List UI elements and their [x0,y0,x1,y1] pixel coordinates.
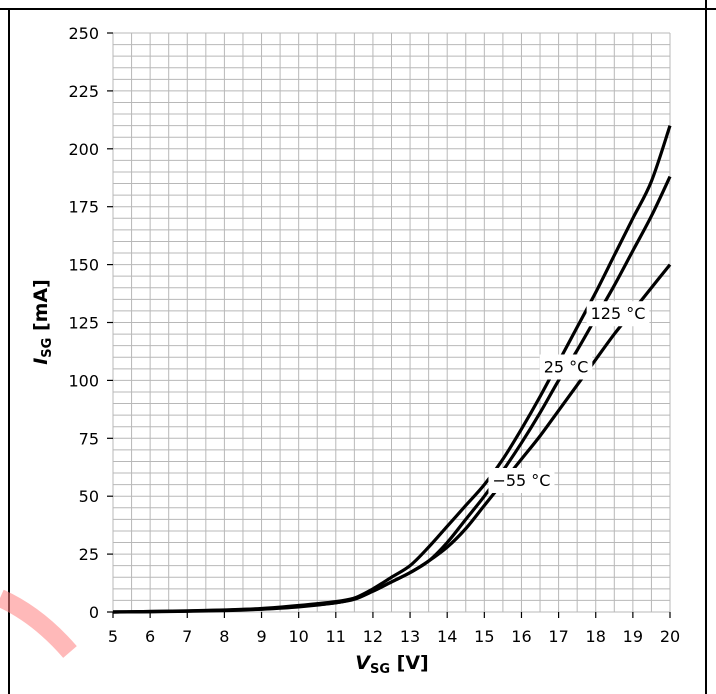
x-tick-label: 8 [219,627,229,646]
y-axis-title-sub: SG [40,338,55,358]
x-axis-title-sub: SG [370,662,390,677]
x-tick-label: 10 [288,627,308,646]
x-tick-label: 19 [623,627,643,646]
curve-label-bg [488,467,555,493]
x-tick-label: 7 [182,627,192,646]
x-tick-label: 20 [660,627,680,646]
x-tick-label: 5 [108,627,118,646]
x-axis-title: VSG [V] [355,652,428,677]
x-tick-label: 11 [326,627,346,646]
y-axis-title-unit: [mA] [30,279,52,337]
y-tick-label: 125 [68,314,99,333]
x-tick-label: 15 [474,627,494,646]
x-tick-label: 14 [437,627,457,646]
x-tick-label: 6 [145,627,155,646]
plot-grid [112,32,671,613]
x-axis-title-main: V [355,652,371,674]
x-axis-title-unit: [V] [390,652,429,674]
x-tick-label: 9 [256,627,266,646]
curve-label-1: 25 °C [544,358,589,377]
x-tick-label: 17 [548,627,568,646]
curve-label-bg [539,354,593,380]
y-tick-label: 0 [89,603,99,622]
y-tick-label: 150 [68,256,99,275]
y-tick-label: 250 [68,24,99,43]
y-tick-label: 25 [79,545,99,564]
y-tick-label: 100 [68,371,99,390]
x-tick-label: 13 [400,627,420,646]
x-tick-label: 12 [363,627,383,646]
y-tick-label: 75 [79,429,99,448]
x-tick-label: 18 [586,627,606,646]
curve-label-2: −55 °C [492,471,550,490]
x-tick-labels: 5 6 7 8 9 10 11 12 13 14 15 16 17 18 19 20 [108,627,680,646]
y-tick-label: 175 [68,198,99,217]
series-line-2 [112,125,672,614]
y-axis-title-main: I [30,358,52,365]
x-tick-label: 16 [511,627,531,646]
y-tick-labels: 0 25 50 75 100 125 150 175 200 225 250 [68,24,99,622]
y-tick-label: 200 [68,140,99,159]
curve-label-bg [586,301,650,327]
watermark-arc [0,589,77,658]
curve-label-0: 125 °C [591,304,646,323]
y-tick-label: 50 [79,487,99,506]
plot-area [107,32,671,618]
y-tick-label: 225 [68,82,99,101]
curve-label-group: 125 °C 25 °C −55 °C [488,301,650,493]
y-axis-title: ISG [mA] [30,279,55,365]
